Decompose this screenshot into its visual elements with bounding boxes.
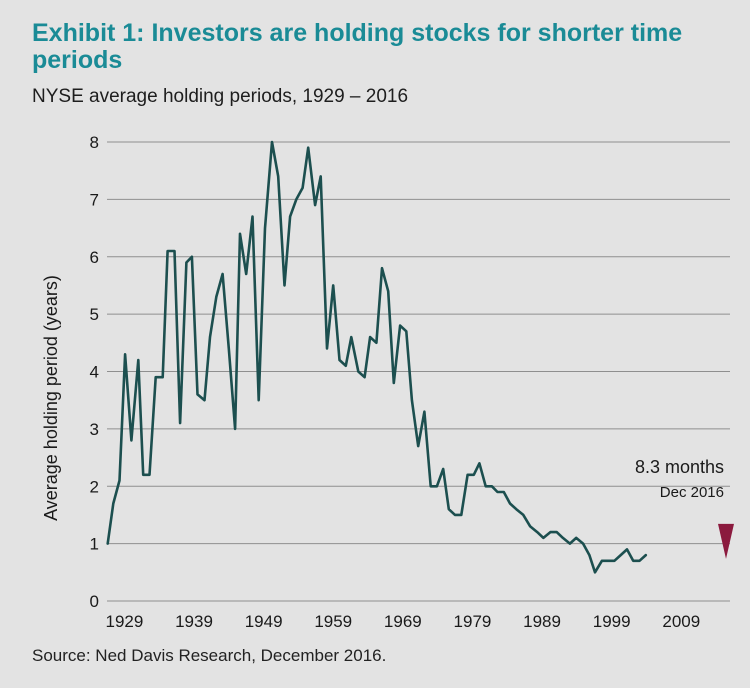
annotation-subtext: Dec 2016 (660, 484, 724, 501)
x-tick-label: 1969 (384, 612, 422, 631)
y-tick-label: 4 (90, 363, 99, 382)
y-tick-label: 3 (90, 420, 99, 439)
x-tick-label: 1949 (245, 612, 283, 631)
series-line (106, 140, 648, 574)
x-tick-label: 1999 (593, 612, 631, 631)
annotation-group: 8.3 months Dec 2016 (635, 457, 734, 559)
annotation-marker (718, 523, 734, 559)
y-tick-label: 2 (90, 477, 99, 496)
y-axis-label: Average holding period (years) (41, 275, 61, 521)
x-tick-label: 1939 (175, 612, 213, 631)
series-group (106, 140, 648, 574)
chart-subtitle: NYSE average holding periods, 1929 – 201… (32, 86, 409, 107)
chart-title: Exhibit 1: Investors are holding stocks … (32, 19, 683, 74)
y-axis-ticks: 0 1 2 3 4 5 6 7 8 (90, 133, 99, 611)
y-tick-label: 7 (90, 190, 99, 209)
x-tick-label: 1959 (314, 612, 352, 631)
x-tick-label: 1929 (105, 612, 143, 631)
source-note: Source: Ned Davis Research, December 201… (32, 646, 387, 665)
y-tick-label: 0 (90, 592, 99, 611)
y-tick-label: 5 (90, 305, 99, 324)
gridlines (107, 141, 730, 602)
x-tick-label: 2009 (662, 612, 700, 631)
annotation-text: 8.3 months (635, 457, 724, 477)
y-tick-label: 1 (90, 535, 99, 554)
y-tick-label: 8 (90, 133, 99, 152)
y-tick-label: 6 (90, 248, 99, 267)
x-tick-label: 1979 (454, 612, 492, 631)
x-tick-label: 1989 (523, 612, 561, 631)
x-axis-ticks: 1929 1939 1949 1959 1969 1979 1989 1999 2009 (105, 612, 700, 631)
